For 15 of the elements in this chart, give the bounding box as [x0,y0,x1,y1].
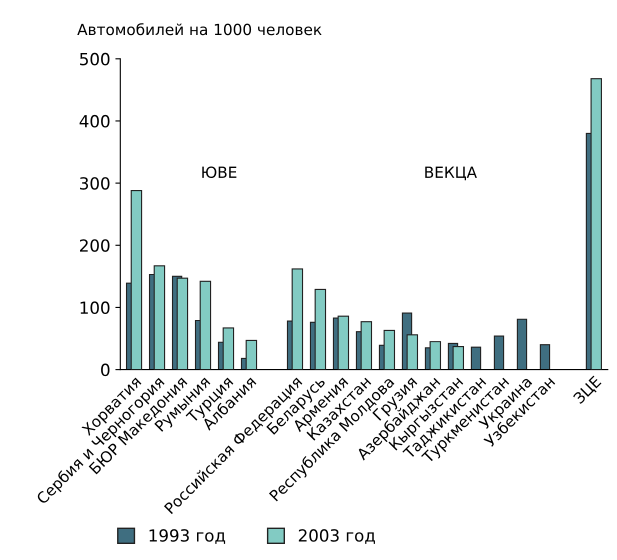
legend-label: 1993 год [150,529,226,544]
y-tick-label: 500 [80,52,110,66]
bar [516,318,528,370]
y-axis-title: Автомобилей на 1000 человек [77,23,322,36]
legend-label: 2003 год [298,529,375,544]
bar [540,344,550,370]
y-tick-label: 400 [80,114,110,128]
y-tick-label: 300 [80,177,110,190]
y-tick-label: 200 [80,239,110,252]
bar [494,335,504,370]
y-tick-label: 100 [80,301,110,314]
y-tick-label: 0 [101,364,110,376]
bar [470,346,482,370]
annotation: ВЕКЦА [425,166,477,180]
annotation: ЮВЕ [202,166,236,178]
